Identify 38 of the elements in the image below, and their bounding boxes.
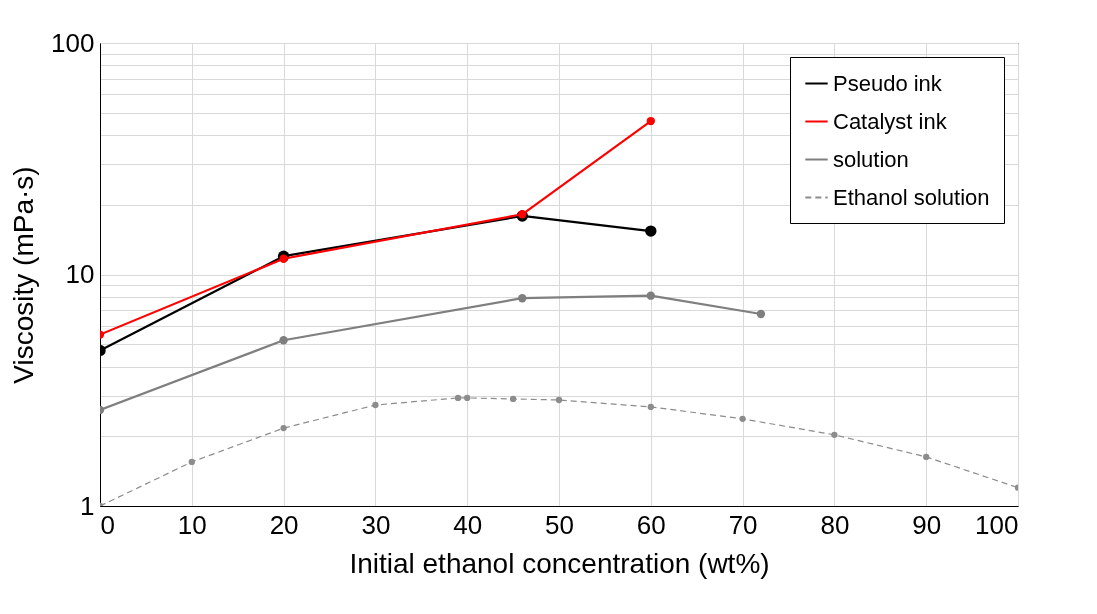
point <box>454 394 462 402</box>
point <box>646 116 655 126</box>
x-tick-label: 70 <box>728 509 758 540</box>
point <box>647 403 654 411</box>
point <box>923 453 930 461</box>
point <box>372 401 379 409</box>
point <box>279 336 288 345</box>
point <box>518 294 527 303</box>
x-tick-label: 90 <box>912 509 942 540</box>
legend-label: Pseudo ink <box>833 70 943 96</box>
point <box>279 254 288 263</box>
x-tick-label: 100 <box>975 509 1019 540</box>
x-tick-label: 80 <box>820 509 850 540</box>
point <box>280 424 287 432</box>
x-tick-label: 30 <box>361 509 391 540</box>
point <box>756 309 766 319</box>
point <box>188 458 195 466</box>
y-tick-label: 100 <box>51 27 95 58</box>
y-tick-label: 10 <box>65 259 95 289</box>
point <box>831 431 838 438</box>
legend-label: solution <box>833 146 909 172</box>
x-tick-label: 60 <box>636 509 666 540</box>
x-tick-label: 40 <box>453 509 483 540</box>
legend-label: Ethanol solution <box>833 184 990 210</box>
point <box>739 415 746 422</box>
point <box>509 395 517 403</box>
y-axis-title: Viscosity (mPa·s) <box>8 166 40 384</box>
point <box>555 396 563 404</box>
x-axis-title: Initial ethanol concentration (wt%) <box>349 547 770 579</box>
point <box>645 225 657 237</box>
x-tick-label: 0 <box>100 509 115 540</box>
x-tick-label: 10 <box>177 509 207 540</box>
point <box>464 394 471 402</box>
legend-label: Catalyst ink <box>833 108 948 134</box>
y-tick-label: 1 <box>80 490 95 521</box>
x-tick-label: 50 <box>545 509 574 540</box>
x-tick-label: 20 <box>269 509 299 540</box>
point <box>646 291 655 300</box>
